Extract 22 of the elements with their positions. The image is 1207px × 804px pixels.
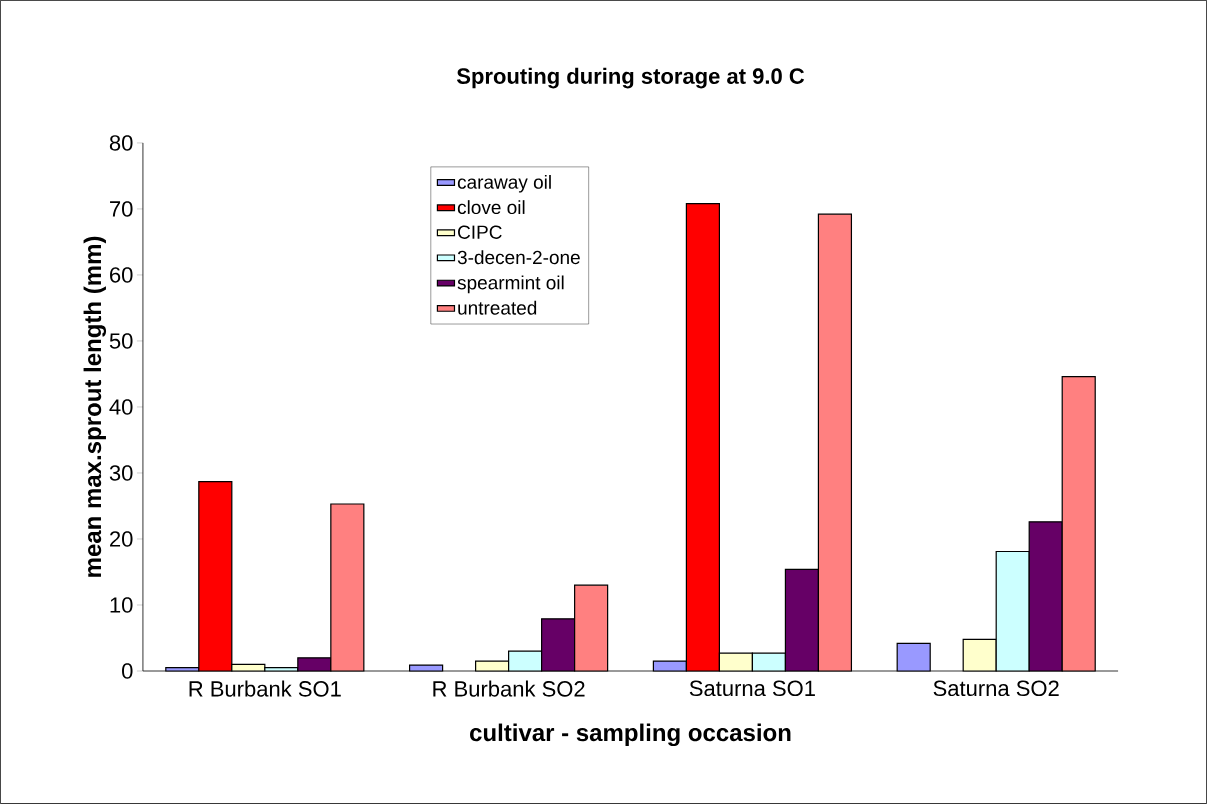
y-tick-label: 0: [122, 663, 133, 679]
legend-label: untreated: [458, 300, 537, 315]
legend-label: clove oil: [457, 200, 525, 215]
x-tick-label: Saturna SO1: [689, 680, 815, 697]
legend-label: CIPC: [458, 225, 502, 239]
y-tick-label: 30: [109, 465, 133, 481]
y-tick-label: 50: [109, 333, 133, 349]
y-tick-label: 70: [110, 201, 133, 217]
x-tick-label: Saturna SO2: [933, 680, 1059, 697]
x-axis-title: cultivar - sampling occasion: [470, 723, 791, 747]
legend-label: 3-decen-2-one: [457, 250, 580, 265]
y-axis-title: mean max.sprout length (mm): [83, 236, 107, 577]
x-tick-label: R Burbank SO2: [433, 680, 585, 697]
y-tick-label: 40: [109, 399, 133, 415]
legend-label: spearmint oil: [457, 275, 564, 294]
chart-title: Sprouting during storage at 9.0 C: [456, 67, 805, 89]
legend-label: caraway oil: [457, 174, 551, 193]
y-tick-label: 80: [109, 135, 133, 151]
y-tick-label: 10: [110, 597, 133, 613]
x-tick-label: R Burbank SO1: [189, 680, 341, 697]
y-tick-label: 60: [110, 267, 133, 283]
y-tick-label: 20: [110, 531, 133, 547]
